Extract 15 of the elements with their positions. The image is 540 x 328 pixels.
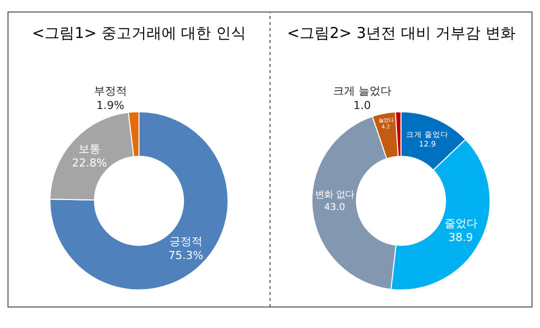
slice-label: 부정적 bbox=[94, 84, 127, 98]
data-label: 43.0 bbox=[324, 202, 346, 213]
chart-title: <그림1> 중고거래에 대한 인식 bbox=[32, 24, 246, 42]
data-label: 75.3% bbox=[168, 249, 204, 262]
slice-label: 긍정적 bbox=[169, 234, 202, 248]
slice-label: 줄었다 bbox=[444, 216, 478, 230]
data-label: 1.9% bbox=[96, 98, 124, 112]
slice-label: 변화 없다 bbox=[315, 190, 354, 201]
chart-title: <그림2> 3년전 대비 거부감 변화 bbox=[287, 24, 516, 42]
data-label: 38.9 bbox=[448, 231, 474, 244]
slice-label: 보통 bbox=[78, 142, 100, 156]
slice-label: 크게 늘었다 bbox=[332, 84, 392, 98]
data-label: 22.8% bbox=[72, 156, 107, 170]
donut-slice bbox=[49, 111, 229, 290]
data-label: 1.0 bbox=[353, 98, 371, 112]
